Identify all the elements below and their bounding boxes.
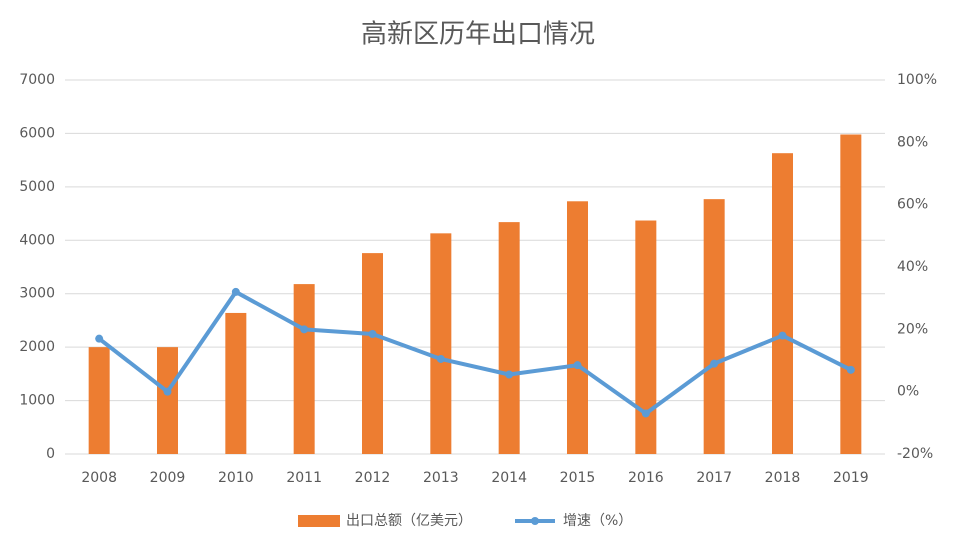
- line-marker: [573, 361, 582, 370]
- bar: [498, 222, 520, 454]
- y-tick-label: 7000: [19, 72, 55, 88]
- y2-tick-label: 100%: [897, 72, 937, 88]
- legend-swatch: [298, 515, 340, 527]
- bar: [157, 347, 178, 454]
- line-marker: [846, 365, 855, 374]
- bar: [567, 201, 588, 454]
- legend-label: 增速（%）: [563, 513, 632, 529]
- y-tick-label: 0: [46, 446, 55, 462]
- y2-tick-label: 0%: [897, 384, 919, 400]
- bar: [635, 220, 657, 454]
- line-marker: [710, 359, 719, 368]
- x-tick-label: 2019: [833, 470, 869, 486]
- x-tick-label: 2009: [150, 470, 186, 486]
- line-marker: [368, 330, 377, 339]
- y-tick-label: 6000: [19, 125, 55, 141]
- line-marker: [778, 331, 787, 340]
- y-tick-label: 2000: [19, 339, 55, 355]
- x-tick-label: 2015: [560, 470, 596, 486]
- x-tick-label: 2012: [355, 470, 391, 486]
- x-tick-label: 2018: [765, 470, 801, 486]
- y2-tick-label: 60%: [897, 197, 928, 213]
- x-tick-label: 2010: [218, 470, 254, 486]
- x-tick-label: 2011: [286, 470, 322, 486]
- bar: [225, 312, 247, 454]
- bar: [840, 134, 862, 455]
- y-tick-label: 4000: [19, 232, 55, 248]
- line-marker: [231, 287, 240, 296]
- y-tick-label: 3000: [19, 286, 55, 302]
- bar: [703, 199, 725, 454]
- x-tick-label: 2017: [696, 470, 732, 486]
- y2-tick-label: 80%: [897, 134, 928, 150]
- x-tick-label: 2016: [628, 470, 664, 486]
- y-tick-label: 5000: [19, 179, 55, 195]
- bar: [88, 347, 110, 454]
- legend-label: 出口总额（亿美元）: [346, 513, 472, 529]
- line-marker: [163, 387, 172, 396]
- line: [97, 289, 852, 416]
- line-marker: [95, 334, 104, 343]
- bar: [293, 284, 315, 454]
- bar: [362, 253, 383, 454]
- y2-tick-label: -20%: [897, 446, 933, 462]
- bar: [772, 153, 793, 454]
- chart-title: 高新区历年出口情况: [361, 20, 595, 50]
- line-marker: [641, 409, 650, 418]
- x-tick-label: 2013: [423, 470, 459, 486]
- x-tick-label: 2008: [81, 470, 117, 486]
- y2-tick-label: 20%: [897, 321, 928, 337]
- line-marker: [300, 325, 309, 334]
- x-tick-label: 2014: [491, 470, 527, 486]
- bar: [430, 233, 452, 454]
- line-marker: [505, 370, 514, 379]
- y2-tick-label: 40%: [897, 259, 928, 275]
- y-tick-label: 1000: [19, 393, 55, 409]
- line-marker: [436, 354, 445, 363]
- legend-swatch-marker: [531, 517, 539, 525]
